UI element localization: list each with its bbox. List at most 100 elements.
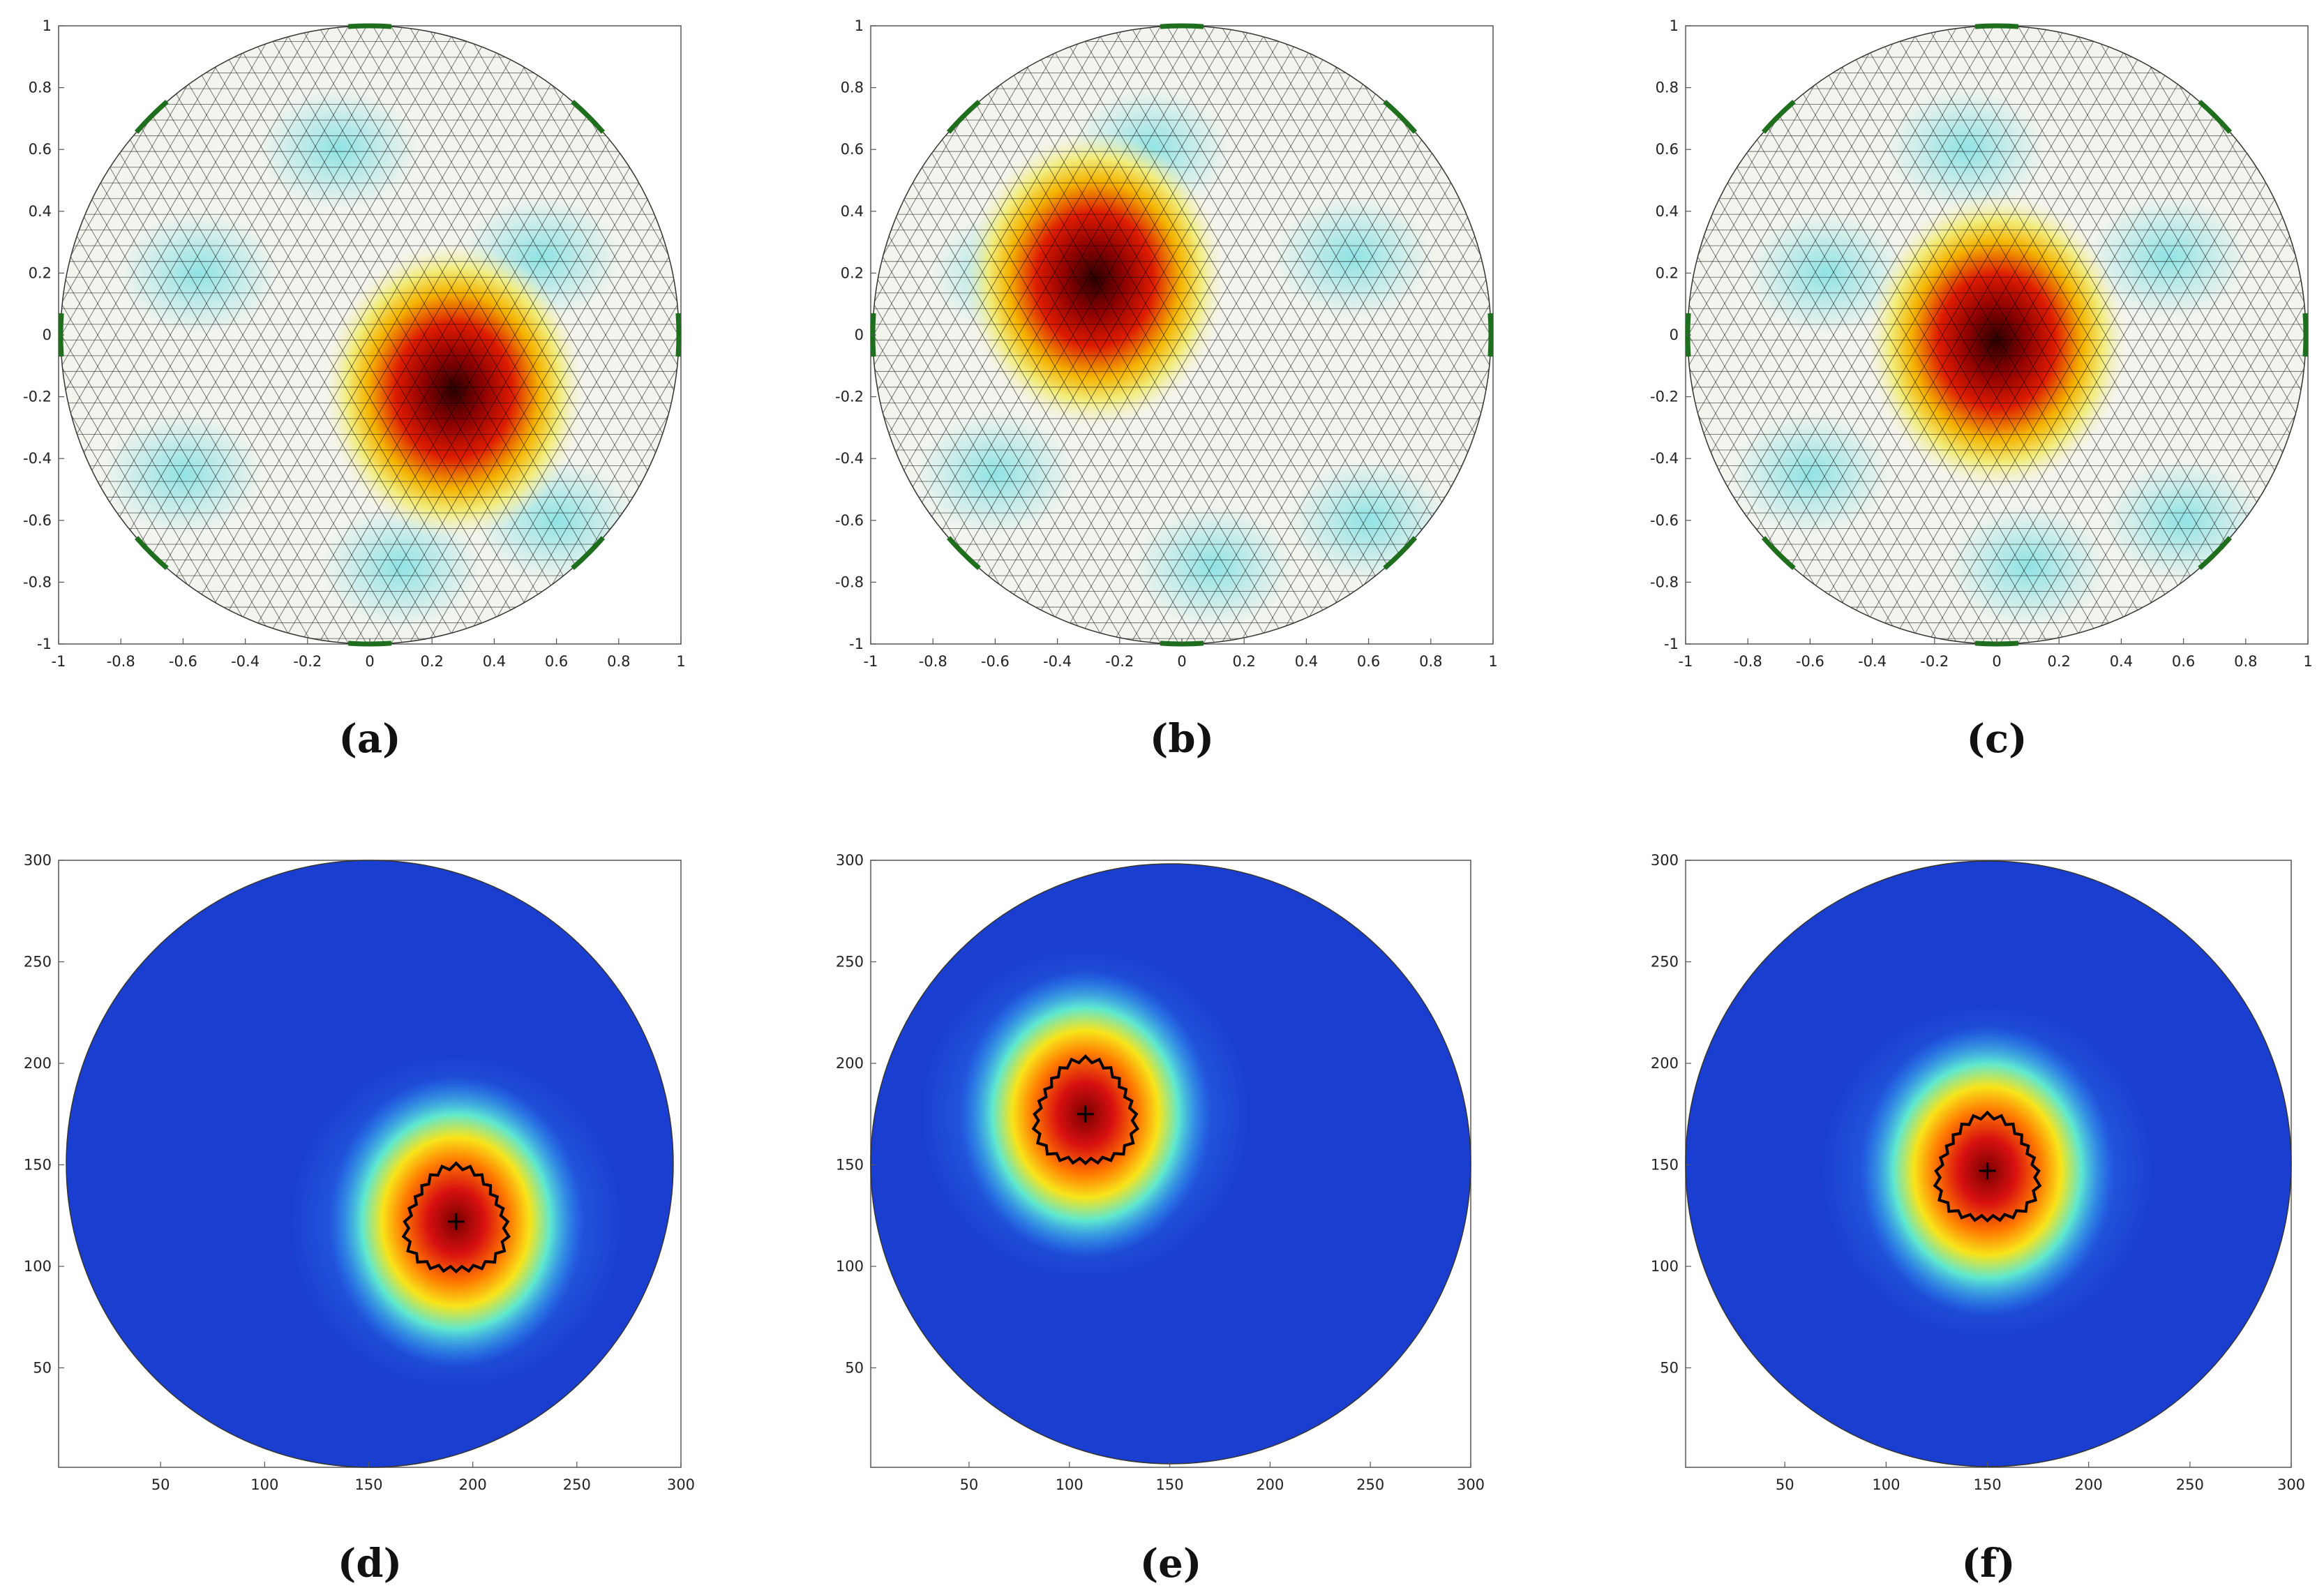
panel-b-x-axis: -1 -0.8 -0.6 -0.4 -0.2 0 0.2 0.4 0.6 0.8 1 [864, 638, 1498, 670]
panel-b: -1 -0.8 -0.6 -0.4 -0.2 0 0.2 0.4 0.6 0.8 1 -1-0.8-… [835, 17, 1498, 762]
electrode-marker [1974, 23, 2019, 29]
x-tick-label: -0.8 [1734, 653, 1762, 670]
x-tick-label: 0 [365, 653, 374, 670]
low-value-patch [1730, 412, 1891, 536]
y-tick-label: 0.6 [29, 141, 52, 158]
x-tick-label: 0.6 [1357, 653, 1380, 670]
x-tick-label: 0.6 [2172, 653, 2195, 670]
panel-e: 50 100 150 200 250 300 50 100 150 200 250 300 (e) [836, 852, 1485, 1587]
low-value-patch [1273, 195, 1434, 320]
low-value-patch [103, 412, 264, 536]
y-tick-label: -0.8 [23, 574, 52, 590]
y-tick-label: 1 [43, 17, 52, 34]
x-tick-label: 50 [960, 1476, 979, 1493]
panel-d-boundary [66, 860, 674, 1468]
x-tick-label: 200 [1256, 1476, 1284, 1493]
y-tick-label: 50 [1660, 1359, 1679, 1376]
x-tick-label: 0 [1177, 653, 1186, 670]
y-tick-label: 200 [836, 1055, 864, 1072]
low-value-patch [2087, 195, 2249, 320]
x-tick-label: -0.6 [1796, 653, 1824, 670]
y-tick-label: -0.2 [23, 389, 52, 405]
y-tick-label: -0.6 [23, 512, 52, 529]
x-tick-label: 0.6 [545, 653, 568, 670]
panel-d-contour [401, 1161, 511, 1274]
y-tick-label: 0 [1670, 327, 1679, 343]
y-tick-label: -0.4 [1650, 450, 1679, 467]
y-tick-label: 200 [1651, 1055, 1679, 1072]
x-tick-label: 150 [1974, 1476, 2002, 1493]
panel-d-x-axis: 50 100 150 200 250 300 [151, 1462, 695, 1493]
y-tick-label: 100 [836, 1258, 864, 1275]
panel-e-y-axis: 50 100 150 200 250 300 [836, 852, 876, 1376]
y-tick-label: 50 [845, 1359, 864, 1376]
y-tick-label: -0.6 [835, 512, 864, 529]
y-tick-label: -0.6 [1650, 512, 1679, 529]
x-tick-label: 0.4 [1295, 653, 1318, 670]
x-tick-label: 300 [1457, 1476, 1485, 1493]
y-tick-label: 250 [24, 953, 52, 970]
y-tick-label: 150 [836, 1156, 864, 1173]
panel-e-contour [1031, 1054, 1140, 1165]
electrode-marker [946, 99, 981, 134]
peak-region [965, 130, 1225, 428]
y-tick-label: -0.2 [1650, 389, 1679, 405]
x-tick-label: 250 [2176, 1476, 2204, 1493]
x-tick-label: -0.6 [169, 653, 197, 670]
y-tick-label: 100 [24, 1258, 52, 1275]
y-tick-label: 0 [855, 327, 864, 343]
triangle-mesh-lines [1688, 26, 2306, 644]
low-value-patch [915, 412, 1076, 536]
y-tick-label: 250 [836, 953, 864, 970]
electrode-marker [1160, 23, 1204, 29]
x-tick-label: 0.2 [420, 653, 443, 670]
x-tick-label: 1 [1488, 653, 1497, 670]
electrode-marker [134, 99, 169, 134]
electrode-marker [2302, 313, 2309, 357]
electrode-marker [1383, 536, 1418, 571]
panel-a-x-axis: -1 -0.8 -0.6 -0.4 -0.2 0 0.2 0.4 0.6 0.8 1 [52, 638, 686, 670]
x-tick-label: -1 [864, 653, 878, 670]
y-tick-label: -0.8 [1650, 574, 1679, 590]
electrode-marker [1383, 99, 1418, 134]
x-tick-label: 0.8 [607, 653, 630, 670]
x-tick-label: -1 [52, 653, 66, 670]
y-tick-label: 300 [836, 852, 864, 869]
panel-e-boundary [870, 863, 1471, 1465]
x-tick-label: -0.4 [231, 653, 260, 670]
x-tick-label: 50 [1776, 1476, 1794, 1493]
panel-f-boundary [1685, 860, 2292, 1467]
contour-line [1933, 1110, 2042, 1223]
panel-c-y-axis: -1 -0.8 -0.6 -0.4 -0.2 0 0.2 0.4 0.6 0.8 1 [1650, 17, 1691, 652]
x-tick-label: 0.4 [483, 653, 506, 670]
x-tick-label: -0.2 [1920, 653, 1949, 670]
x-tick-label: 0.2 [2047, 653, 2070, 670]
y-tick-label: 0 [43, 327, 52, 343]
y-tick-label: 250 [1651, 953, 1679, 970]
panel-f-y-axis: 50 100 150 200 250 300 [1651, 852, 1691, 1376]
electrode-marker [2198, 536, 2233, 571]
y-tick-label: 200 [24, 1055, 52, 1072]
y-tick-label: 150 [24, 1156, 52, 1173]
x-tick-label: 200 [459, 1476, 487, 1493]
peak-cross-marker [1979, 1162, 1996, 1180]
y-tick-label: 0.2 [1656, 264, 1679, 281]
x-tick-label: 0 [1992, 653, 2001, 670]
electrode-marker [675, 313, 682, 357]
panel-f: 50 100 150 200 250 300 50 100 150 200 250 300 (f) [1651, 852, 2305, 1587]
panel-c: -1 -0.8 -0.6 -0.4 -0.2 0 0.2 0.4 0.6 0.8 1 -1-0.8-… [1650, 17, 2313, 762]
y-tick-label: 100 [1651, 1258, 1679, 1275]
x-tick-label: 250 [563, 1476, 591, 1493]
electrode-marker [1761, 99, 1796, 134]
y-tick-label: -1 [849, 636, 864, 652]
x-tick-label: -0.6 [981, 653, 1010, 670]
x-tick-label: 1 [2303, 653, 2312, 670]
y-tick-label: 0.6 [1656, 141, 1679, 158]
peak-cross-marker [1077, 1105, 1094, 1123]
peak-region [1866, 193, 2127, 490]
panel-c-x-axis: -1 -0.8 -0.6 -0.4 -0.2 0 0.2 0.4 0.6 0.8 1 [1679, 638, 2313, 670]
low-value-patch [1745, 211, 1906, 335]
x-tick-label: 0.2 [1232, 653, 1255, 670]
x-tick-label: 100 [1056, 1476, 1084, 1493]
